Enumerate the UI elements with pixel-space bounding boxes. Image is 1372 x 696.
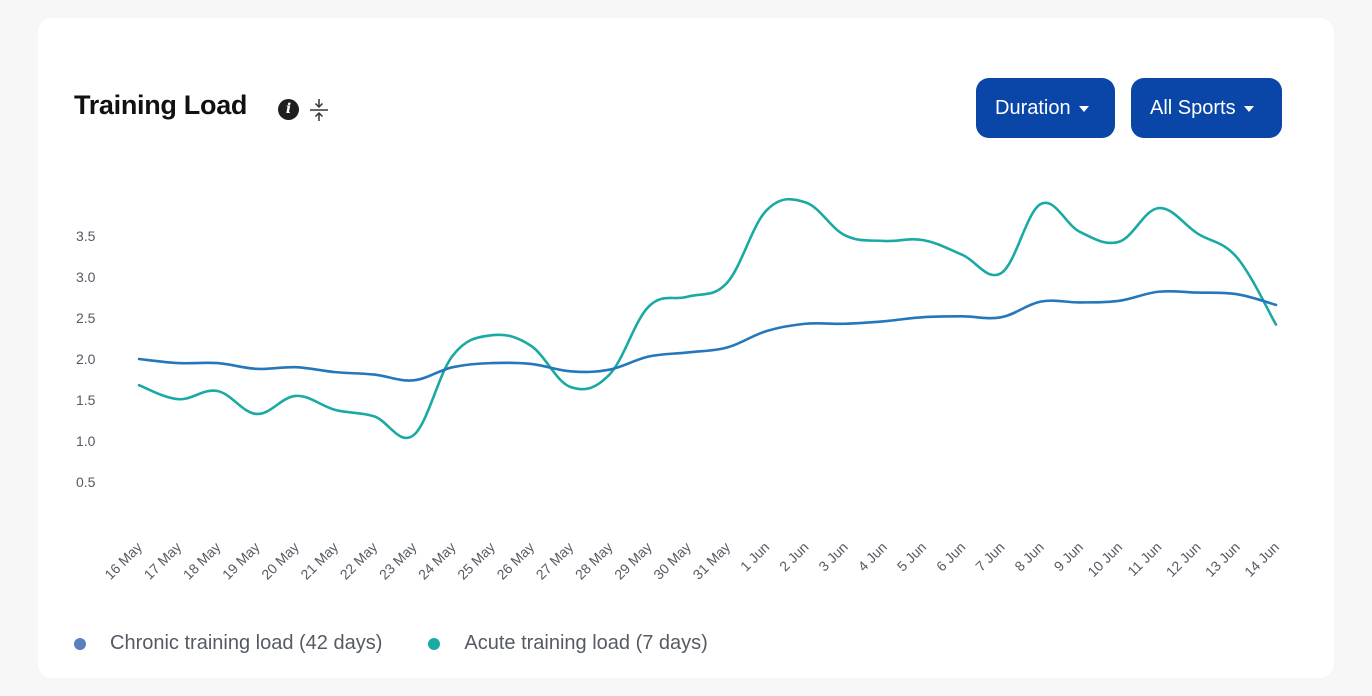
- x-tick-label: 22 May: [337, 539, 381, 583]
- x-tick-label: 13 Jun: [1202, 539, 1243, 580]
- x-tick-label: 1 Jun: [737, 539, 773, 575]
- duration-dropdown-button[interactable]: Duration: [976, 78, 1115, 138]
- x-tick-label: 4 Jun: [855, 539, 891, 575]
- x-tick-label: 6 Jun: [933, 539, 969, 575]
- training-load-card: Training Load i Duration All Sports 0.5 1…: [38, 18, 1334, 678]
- chart-legend: Chronic training load (42 days) Acute tr…: [74, 632, 754, 655]
- x-tick-label: 12 Jun: [1163, 539, 1204, 580]
- caret-down-icon: [1243, 106, 1254, 112]
- x-tick-label: 9 Jun: [1051, 539, 1087, 575]
- series-line-chronic[interactable]: [137, 289, 1278, 382]
- y-tick-label: 2.5: [76, 310, 96, 326]
- x-tick-label: 2 Jun: [776, 539, 812, 575]
- x-tick-label: 10 Jun: [1084, 539, 1125, 580]
- y-tick-label: 1.5: [76, 392, 96, 408]
- x-tick-label: 28 May: [572, 539, 616, 583]
- legend-label-chronic: Chronic training load (42 days): [110, 632, 383, 654]
- legend-dot-acute: [428, 637, 441, 650]
- x-tick-label: 17 May: [141, 539, 185, 583]
- x-tick-label: 25 May: [454, 539, 498, 583]
- legend-label-acute: Acute training load (7 days): [464, 632, 708, 654]
- x-tick-label: 27 May: [533, 539, 577, 583]
- x-tick-label: 7 Jun: [972, 539, 1008, 575]
- x-tick-label: 3 Jun: [815, 539, 851, 575]
- series-line-acute[interactable]: [137, 197, 1278, 440]
- sports-dropdown-button[interactable]: All Sports: [1131, 78, 1282, 138]
- x-tick-label: 16 May: [101, 539, 145, 583]
- y-tick-label: 1.0: [76, 433, 96, 449]
- x-tick-label: 20 May: [258, 539, 302, 583]
- x-tick-label: 21 May: [297, 539, 341, 583]
- compress-icon[interactable]: [308, 98, 330, 122]
- x-tick-label: 30 May: [650, 539, 694, 583]
- x-tick-label: 29 May: [611, 539, 655, 583]
- x-tick-label: 19 May: [219, 539, 263, 583]
- x-tick-label: 5 Jun: [894, 539, 930, 575]
- legend-dot-chronic: [74, 637, 86, 650]
- x-tick-label: 8 Jun: [1011, 539, 1047, 575]
- legend-item-acute[interactable]: Acute training load (7 days): [428, 632, 708, 655]
- x-tick-label: 23 May: [376, 539, 420, 583]
- chart-title: Training Load: [74, 90, 248, 120]
- x-tick-label: 31 May: [689, 539, 733, 583]
- caret-down-icon: [1078, 106, 1089, 112]
- sports-button-label: All Sports: [1150, 96, 1236, 119]
- x-tick-label: 14 Jun: [1241, 539, 1282, 580]
- y-tick-label: 3.5: [76, 228, 96, 244]
- x-tick-label: 18 May: [180, 539, 224, 583]
- y-tick-label: 0.5: [76, 474, 96, 490]
- duration-button-label: Duration: [995, 96, 1071, 119]
- x-tick-label: 26 May: [493, 539, 537, 583]
- x-tick-label: 24 May: [415, 539, 459, 583]
- y-tick-label: 3.0: [76, 269, 96, 285]
- info-icon[interactable]: i: [278, 99, 299, 120]
- x-tick-label: 11 Jun: [1124, 539, 1164, 579]
- y-tick-label: 2.0: [76, 351, 96, 367]
- legend-item-chronic[interactable]: Chronic training load (42 days): [74, 632, 382, 655]
